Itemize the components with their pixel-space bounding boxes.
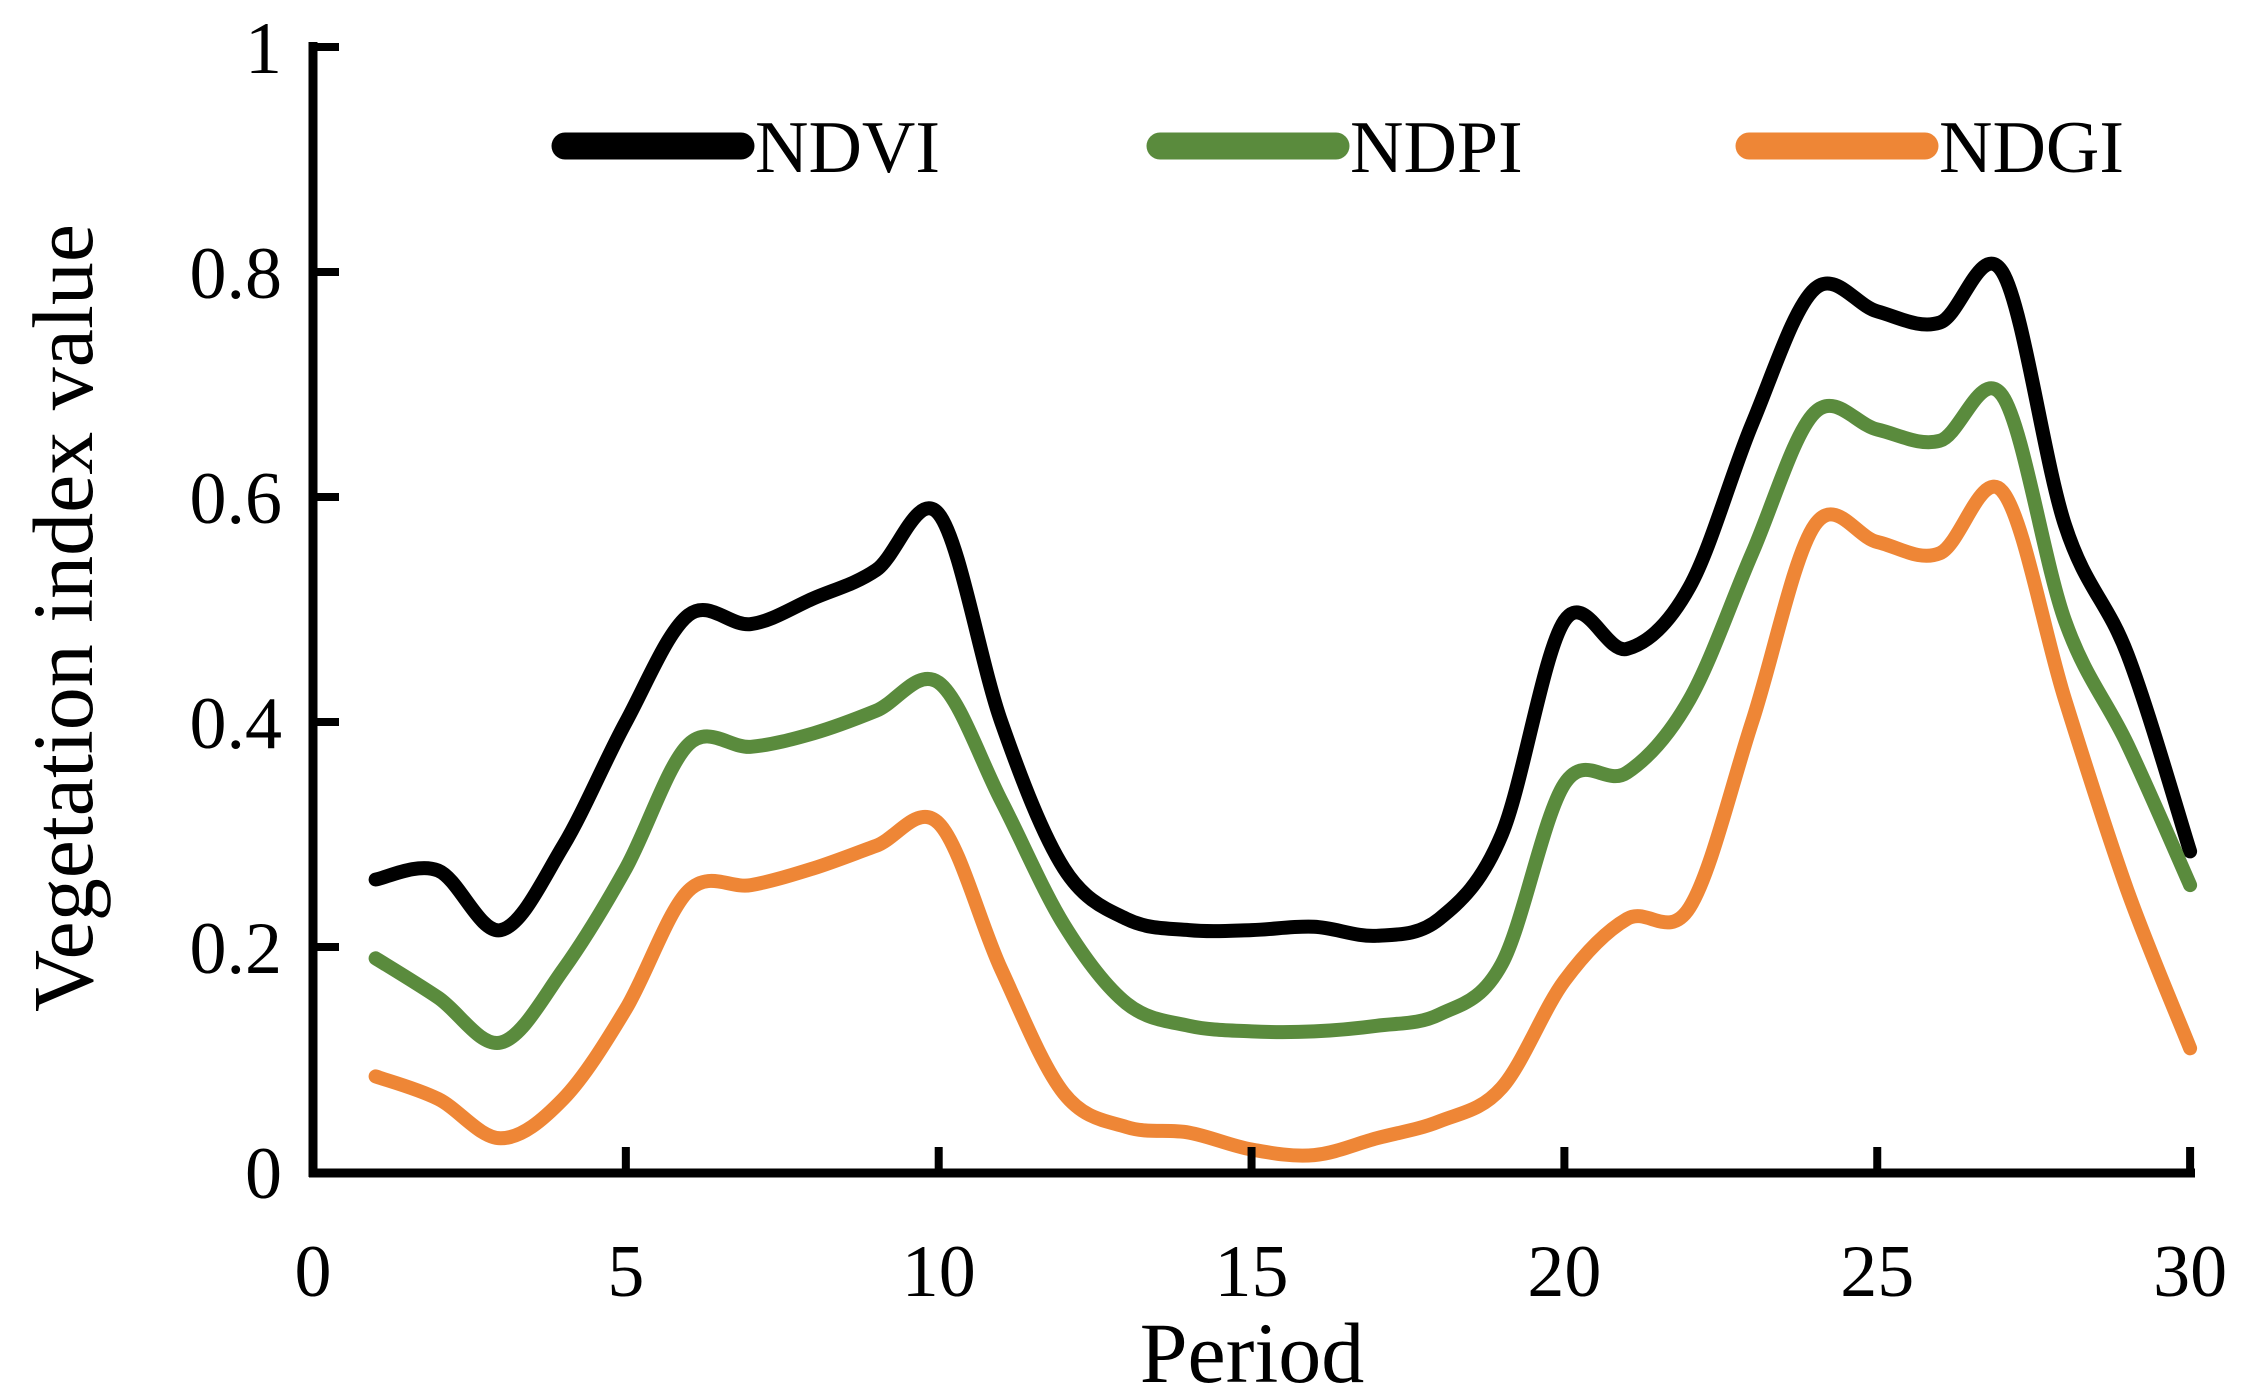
legend-label-ndpi: NDPI (1350, 107, 1523, 189)
x-tick-label: 20 (1527, 1231, 1601, 1313)
axis-ticks (313, 43, 2195, 1173)
legend-label-ndvi: NDVI (755, 107, 940, 189)
x-tick-label: 25 (1840, 1231, 1914, 1313)
x-tick-label: 15 (1215, 1231, 1289, 1313)
tick-labels: 0 5 10 15 20 25 30 0 0.2 0.4 0.6 0.8 1 (190, 8, 2228, 1313)
series-line-ndpi (368, 381, 2198, 1050)
y-tick-label: 0 (245, 1133, 282, 1215)
y-tick-label: 0.2 (190, 908, 283, 990)
series-curves (368, 256, 2198, 1163)
x-tick-label: 0 (295, 1231, 332, 1313)
y-tick-label: 0.6 (190, 458, 283, 540)
legend-item-ndpi: NDPI (1146, 107, 1523, 189)
y-tick-label: 1 (245, 8, 282, 90)
y-axis-title: Vegetation index value (15, 224, 111, 1012)
legend-label-ndgi: NDGI (1939, 107, 2124, 189)
legend-item-ndgi: NDGI (1735, 107, 2124, 189)
series-line-ndgi (368, 479, 2198, 1163)
legend: NDVI NDPI NDGI (551, 107, 2124, 189)
x-tick-label: 10 (902, 1231, 976, 1313)
x-tick-label: 30 (2153, 1231, 2227, 1313)
y-tick-label: 0.8 (190, 233, 283, 315)
legend-item-ndvi: NDVI (551, 107, 940, 189)
y-tick-label: 0.4 (190, 683, 283, 765)
series-line-ndvi (368, 256, 2198, 943)
x-axis-title: Period (1140, 1305, 1365, 1400)
axes (308, 42, 2195, 1178)
x-tick-label: 5 (607, 1231, 644, 1313)
